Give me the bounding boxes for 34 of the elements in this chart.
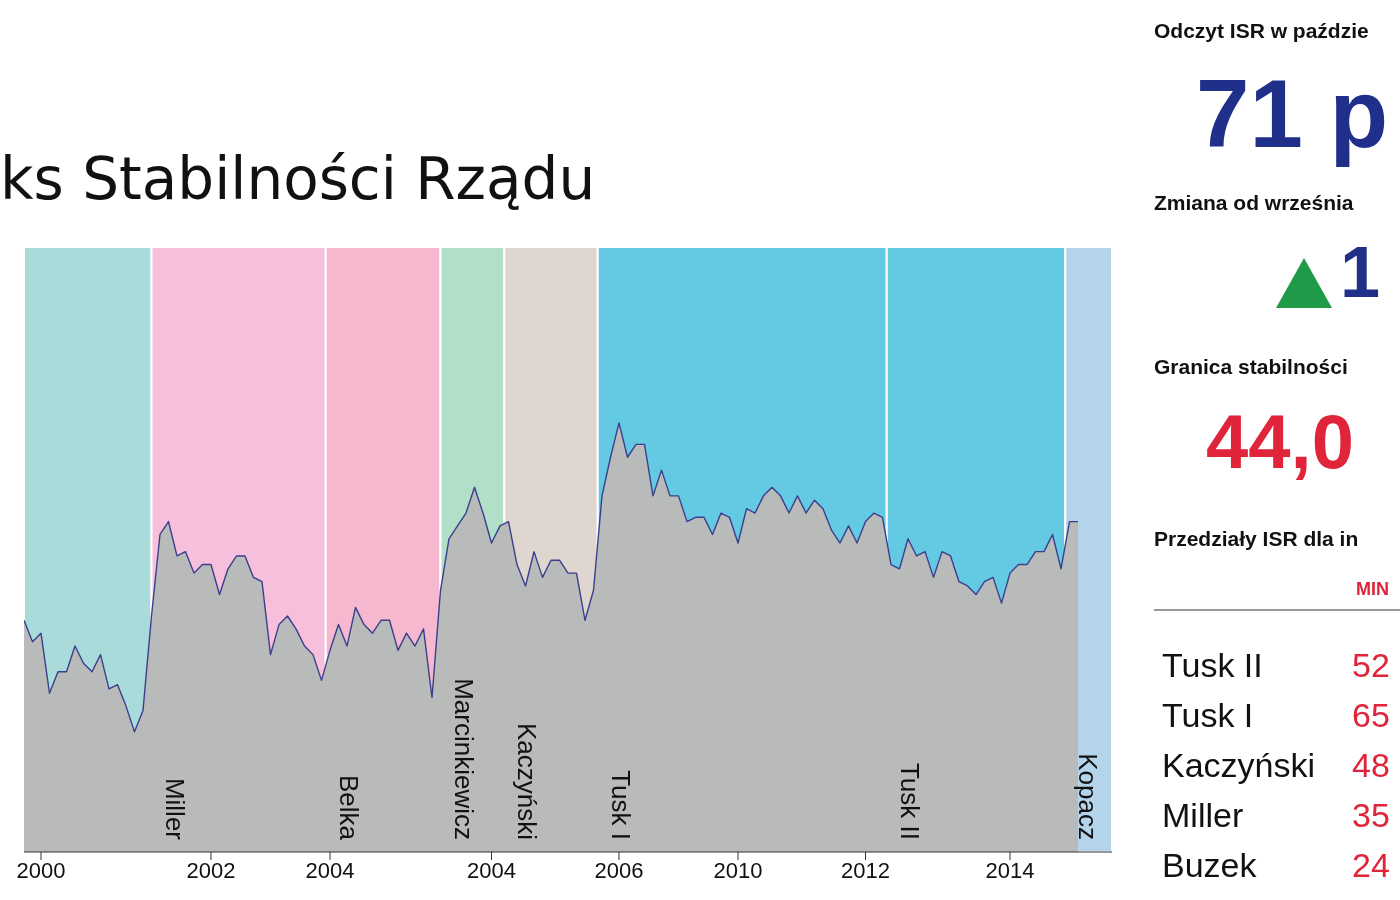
text: 35 (1352, 796, 1390, 834)
text: 65 (1352, 696, 1390, 734)
text: Odczyt ISR w paździe (1154, 19, 1369, 42)
text: Przedziały ISR dla in (1154, 527, 1359, 550)
text: MIN (1356, 579, 1389, 599)
x-tick-label: 2010 (713, 857, 763, 883)
x-tick-label: 2004 (305, 857, 355, 883)
x-tick-label: 2006 (594, 857, 644, 883)
text: Miller (1162, 796, 1244, 834)
text: 1 (1340, 232, 1381, 312)
annotation: Tusk I (605, 770, 636, 840)
annotation: Marcinkiewicz (448, 678, 479, 840)
text: 24 (1352, 846, 1390, 884)
annotation: Tusk II (894, 762, 925, 840)
x-tick-label: 2012 (841, 857, 890, 883)
text: 52 (1352, 646, 1390, 684)
text: Kaczyński (1162, 746, 1316, 784)
text: Granica stabilności (1154, 355, 1348, 378)
x-tick-label: 2004 (467, 857, 516, 883)
annotation: Miller (159, 777, 190, 841)
text: Buzek (1162, 846, 1257, 884)
text: Zmiana od września (1154, 191, 1354, 214)
text: 71 p (1196, 60, 1389, 167)
annotation: Kopacz (1073, 753, 1104, 840)
x-tick-label: 2000 (16, 857, 66, 883)
annotation: Kaczyński (512, 722, 543, 840)
text: 44,0 (1206, 399, 1354, 484)
text: Tusk II (1162, 646, 1263, 684)
annotation: Belka (333, 774, 364, 841)
text: Tusk I (1162, 696, 1254, 734)
chart-title: ks Stabilności Rządu (0, 145, 596, 213)
x-tick-label: 2014 (985, 857, 1035, 883)
x-tick-label: 2002 (186, 857, 236, 883)
text: 48 (1352, 746, 1390, 784)
